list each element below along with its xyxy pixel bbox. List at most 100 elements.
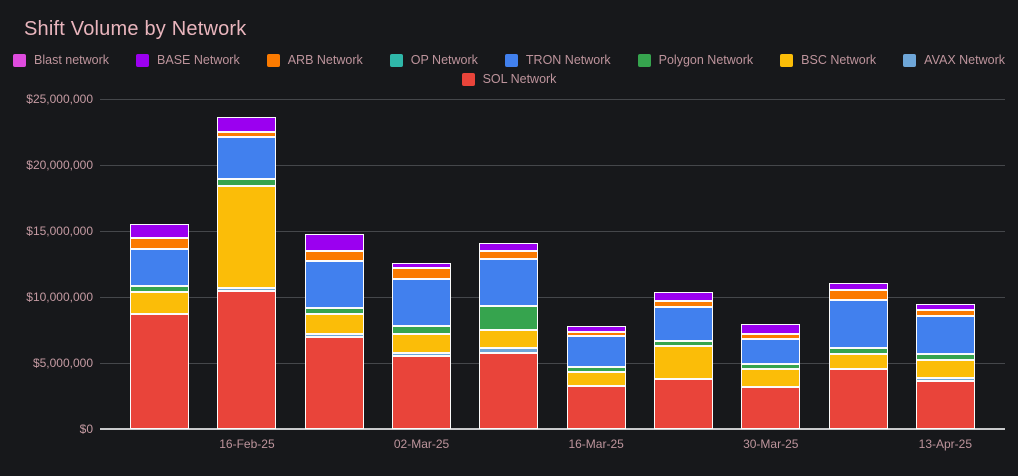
legend-item-tron-network[interactable]: TRON Network	[504, 53, 611, 67]
legend-item-blast-network[interactable]: Blast network	[13, 53, 109, 67]
bar-segment-sol-network[interactable]	[304, 337, 364, 429]
bar-segment-polygon-network[interactable]	[566, 367, 626, 372]
bar-segment-polygon-network[interactable]	[828, 348, 888, 354]
bar-segment-tron-network[interactable]	[915, 316, 975, 354]
bar-segment-tron-network[interactable]	[130, 249, 190, 286]
bar-segment-tron-network[interactable]	[217, 137, 277, 179]
bar-segment-arb-network[interactable]	[130, 238, 190, 249]
bar-segment-sol-network[interactable]	[217, 291, 277, 429]
stacked-bar-5[interactable]	[479, 243, 539, 429]
bar-segment-bsc-network[interactable]	[741, 369, 801, 387]
bar-segment-arb-network[interactable]	[741, 334, 801, 339]
stacked-bar-8[interactable]	[741, 324, 801, 429]
bar-segment-tron-network[interactable]	[828, 300, 888, 348]
stacked-bar-1[interactable]	[130, 224, 190, 429]
legend-item-base-network[interactable]: BASE Network	[136, 53, 240, 67]
bar-segment-avax-network[interactable]	[479, 348, 539, 353]
x-tick-label: 13-Apr-25	[918, 437, 973, 451]
bar-segment-base-network[interactable]	[653, 292, 713, 301]
bar-segment-polygon-network[interactable]	[479, 306, 539, 330]
y-tick-label: $10,000,000	[26, 290, 93, 304]
bar-segment-bsc-network[interactable]	[479, 330, 539, 348]
legend-item-op-network[interactable]: OP Network	[389, 53, 478, 67]
bar-segment-base-network[interactable]	[304, 234, 364, 251]
bar-segment-tron-network[interactable]	[304, 261, 364, 308]
bar-segment-sol-network[interactable]	[479, 353, 539, 429]
bar-segment-avax-network[interactable]	[915, 378, 975, 381]
bar-segment-base-network[interactable]	[566, 326, 626, 332]
stacked-bar-4[interactable]	[392, 263, 452, 429]
legend-swatch-icon-base-network	[136, 53, 150, 67]
bar-segment-sol-network[interactable]	[392, 356, 452, 429]
bar-segment-arb-network[interactable]	[828, 290, 888, 300]
bar-segment-bsc-network[interactable]	[130, 292, 190, 314]
bar-segment-tron-network[interactable]	[392, 279, 452, 326]
bar-segment-arb-network[interactable]	[653, 301, 713, 307]
legend-label: TRON Network	[525, 53, 611, 67]
legend-label: BSC Network	[801, 53, 877, 67]
bar-segment-bsc-network[interactable]	[828, 354, 888, 369]
x-axis-line	[100, 428, 1005, 430]
bar-segment-tron-network[interactable]	[479, 259, 539, 306]
bar-segment-tron-network[interactable]	[566, 336, 626, 367]
stacked-bar-6[interactable]	[566, 326, 626, 429]
bar-segment-sol-network[interactable]	[130, 314, 190, 429]
bar-segment-arb-network[interactable]	[217, 132, 277, 137]
bar-segment-bsc-network[interactable]	[653, 346, 713, 379]
stacked-bar-2[interactable]	[217, 117, 277, 429]
bar-segment-bsc-network[interactable]	[915, 360, 975, 378]
bar-segment-bsc-network[interactable]	[392, 334, 452, 353]
legend-swatch-icon-polygon-network	[637, 53, 651, 67]
legend-swatch-icon-arb-network	[266, 53, 280, 67]
bar-segment-base-network[interactable]	[217, 117, 277, 132]
bar-segment-polygon-network[interactable]	[130, 286, 190, 292]
stacked-bar-9[interactable]	[828, 283, 888, 429]
bar-segment-arb-network[interactable]	[479, 251, 539, 259]
bar-segment-arb-network[interactable]	[392, 268, 452, 279]
bar-segment-tron-network[interactable]	[741, 339, 801, 364]
legend-item-avax-network[interactable]: AVAX Network	[903, 53, 1005, 67]
legend-item-arb-network[interactable]: ARB Network	[266, 53, 363, 67]
gridline	[100, 297, 1005, 298]
bar-segment-base-network[interactable]	[915, 304, 975, 310]
stacked-bar-10[interactable]	[915, 304, 975, 429]
bar-segment-bsc-network[interactable]	[566, 372, 626, 386]
bar-segment-base-network[interactable]	[130, 224, 190, 238]
bar-segment-base-network[interactable]	[392, 263, 452, 268]
bar-segment-bsc-network[interactable]	[304, 314, 364, 334]
bar-segment-base-network[interactable]	[828, 283, 888, 290]
bar-segment-sol-network[interactable]	[741, 387, 801, 429]
bar-segment-polygon-network[interactable]	[304, 308, 364, 314]
bar-segment-base-network[interactable]	[479, 243, 539, 251]
gridline	[100, 165, 1005, 166]
bar-segment-avax-network[interactable]	[304, 334, 364, 337]
y-tick-label: $25,000,000	[26, 92, 93, 106]
bar-segment-avax-network[interactable]	[217, 288, 277, 291]
bar-segment-avax-network[interactable]	[392, 353, 452, 356]
bar-segment-polygon-network[interactable]	[653, 341, 713, 346]
stacked-bar-3[interactable]	[304, 234, 364, 429]
bar-segment-polygon-network[interactable]	[741, 364, 801, 369]
bar-segment-sol-network[interactable]	[653, 379, 713, 429]
gridline	[100, 231, 1005, 232]
bar-segment-base-network[interactable]	[741, 324, 801, 334]
bar-segment-arb-network[interactable]	[566, 332, 626, 336]
gridline	[100, 363, 1005, 364]
stacked-bar-7[interactable]	[653, 292, 713, 429]
legend-item-bsc-network[interactable]: BSC Network	[780, 53, 876, 67]
legend-item-polygon-network[interactable]: Polygon Network	[637, 53, 753, 67]
bar-segment-bsc-network[interactable]	[217, 186, 277, 288]
bar-segment-sol-network[interactable]	[566, 386, 626, 429]
legend-label: OP Network	[410, 53, 478, 67]
bar-segment-sol-network[interactable]	[828, 369, 888, 429]
bar-segment-polygon-network[interactable]	[392, 326, 452, 334]
bar-segment-arb-network[interactable]	[304, 251, 364, 261]
legend-item-sol-network[interactable]: SOL Network	[461, 72, 556, 86]
bar-segment-tron-network[interactable]	[653, 307, 713, 341]
bar-segment-polygon-network[interactable]	[217, 179, 277, 186]
bar-segment-polygon-network[interactable]	[915, 354, 975, 360]
y-tick-label: $5,000,000	[32, 356, 93, 370]
bar-segment-arb-network[interactable]	[915, 310, 975, 316]
bar-segment-sol-network[interactable]	[915, 381, 975, 429]
